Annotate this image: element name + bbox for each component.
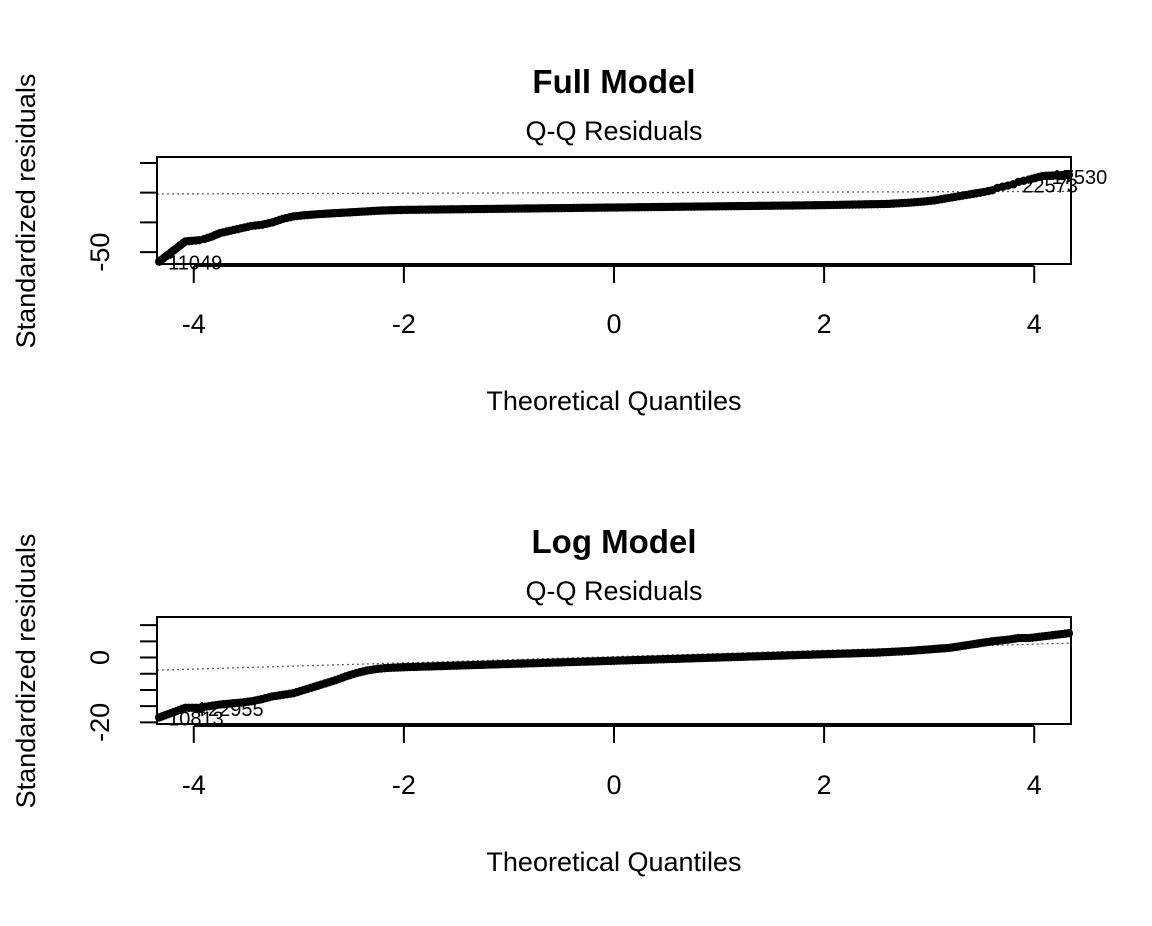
panel-subtitle: Q-Q Residuals: [525, 576, 702, 606]
point-annotation: 17530: [1052, 167, 1108, 189]
x-tick-label: 0: [606, 770, 621, 800]
panel-title: Log Model: [532, 523, 697, 560]
point-annotation: 22573: [1022, 175, 1078, 197]
point-annotation: 10813: [168, 709, 224, 731]
point-annotation: 11049: [168, 253, 222, 275]
panel-subtitle: Q-Q Residuals: [525, 116, 702, 146]
data-point: [1064, 629, 1074, 638]
reference-line: [156, 190, 1072, 195]
x-tick-label: 4: [1027, 770, 1042, 800]
x-tick-label: 0: [606, 309, 621, 339]
y-axis-label: Standardized residuals: [11, 74, 41, 349]
log-model-panel: Log Model Q-Q Residuals Theoretical Quan…: [11, 523, 1074, 877]
x-axis-label: Theoretical Quantiles: [486, 847, 741, 877]
x-tick-label: 4: [1027, 309, 1042, 339]
y-tick-label: 0: [85, 650, 115, 665]
x-tick-label: -2: [392, 309, 416, 339]
y-axis-label: Standardized residuals: [11, 534, 41, 809]
x-tick-label: -4: [182, 770, 206, 800]
x-tick-label: -2: [392, 770, 416, 800]
point-annotation: 4: [194, 699, 205, 721]
points: [154, 170, 1074, 266]
x-axis-label: Theoretical Quantiles: [486, 386, 741, 416]
x-tick-label: 2: [817, 309, 832, 339]
full-model-panel: Full Model Q-Q Residuals Theoretical Qua…: [11, 63, 1107, 416]
panel-title: Full Model: [532, 63, 695, 100]
plot-frame: [156, 616, 1072, 725]
x-tick-label: -4: [182, 309, 206, 339]
x-tick-label: 2: [817, 770, 832, 800]
y-tick-label: -50: [85, 233, 115, 272]
y-tick-label: -20: [85, 703, 115, 742]
points: [154, 629, 1074, 722]
point-annotation: 22955: [208, 699, 264, 721]
data-point: [1064, 170, 1074, 180]
